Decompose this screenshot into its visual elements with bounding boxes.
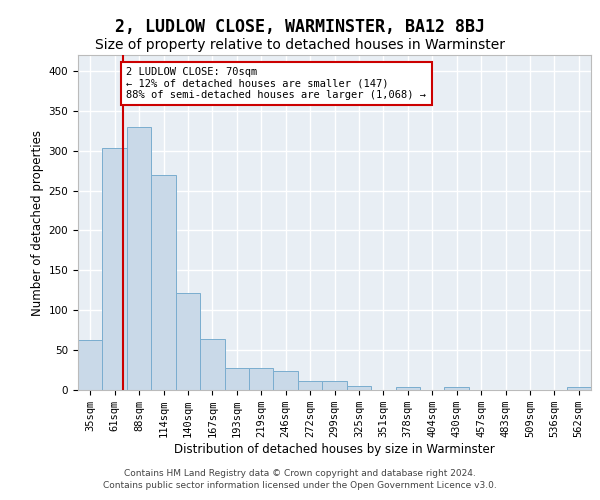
X-axis label: Distribution of detached houses by size in Warminster: Distribution of detached houses by size … bbox=[174, 443, 495, 456]
Text: Size of property relative to detached houses in Warminster: Size of property relative to detached ho… bbox=[95, 38, 505, 52]
Bar bbox=[200, 339, 224, 390]
Text: Contains HM Land Registry data © Crown copyright and database right 2024.: Contains HM Land Registry data © Crown c… bbox=[124, 468, 476, 477]
Bar bbox=[176, 294, 200, 390]
Bar bbox=[224, 368, 249, 390]
Bar bbox=[347, 386, 371, 390]
Bar bbox=[566, 387, 591, 390]
Bar bbox=[78, 340, 103, 390]
Bar bbox=[103, 148, 127, 390]
Bar bbox=[445, 387, 469, 390]
Text: 2 LUDLOW CLOSE: 70sqm
← 12% of detached houses are smaller (147)
88% of semi-det: 2 LUDLOW CLOSE: 70sqm ← 12% of detached … bbox=[127, 67, 427, 100]
Bar bbox=[151, 174, 176, 390]
Bar bbox=[274, 371, 298, 390]
Bar bbox=[249, 368, 274, 390]
Y-axis label: Number of detached properties: Number of detached properties bbox=[31, 130, 44, 316]
Text: 2, LUDLOW CLOSE, WARMINSTER, BA12 8BJ: 2, LUDLOW CLOSE, WARMINSTER, BA12 8BJ bbox=[115, 18, 485, 36]
Bar bbox=[127, 127, 151, 390]
Bar bbox=[298, 381, 322, 390]
Text: Contains public sector information licensed under the Open Government Licence v3: Contains public sector information licen… bbox=[103, 481, 497, 490]
Bar bbox=[395, 387, 420, 390]
Bar bbox=[322, 381, 347, 390]
